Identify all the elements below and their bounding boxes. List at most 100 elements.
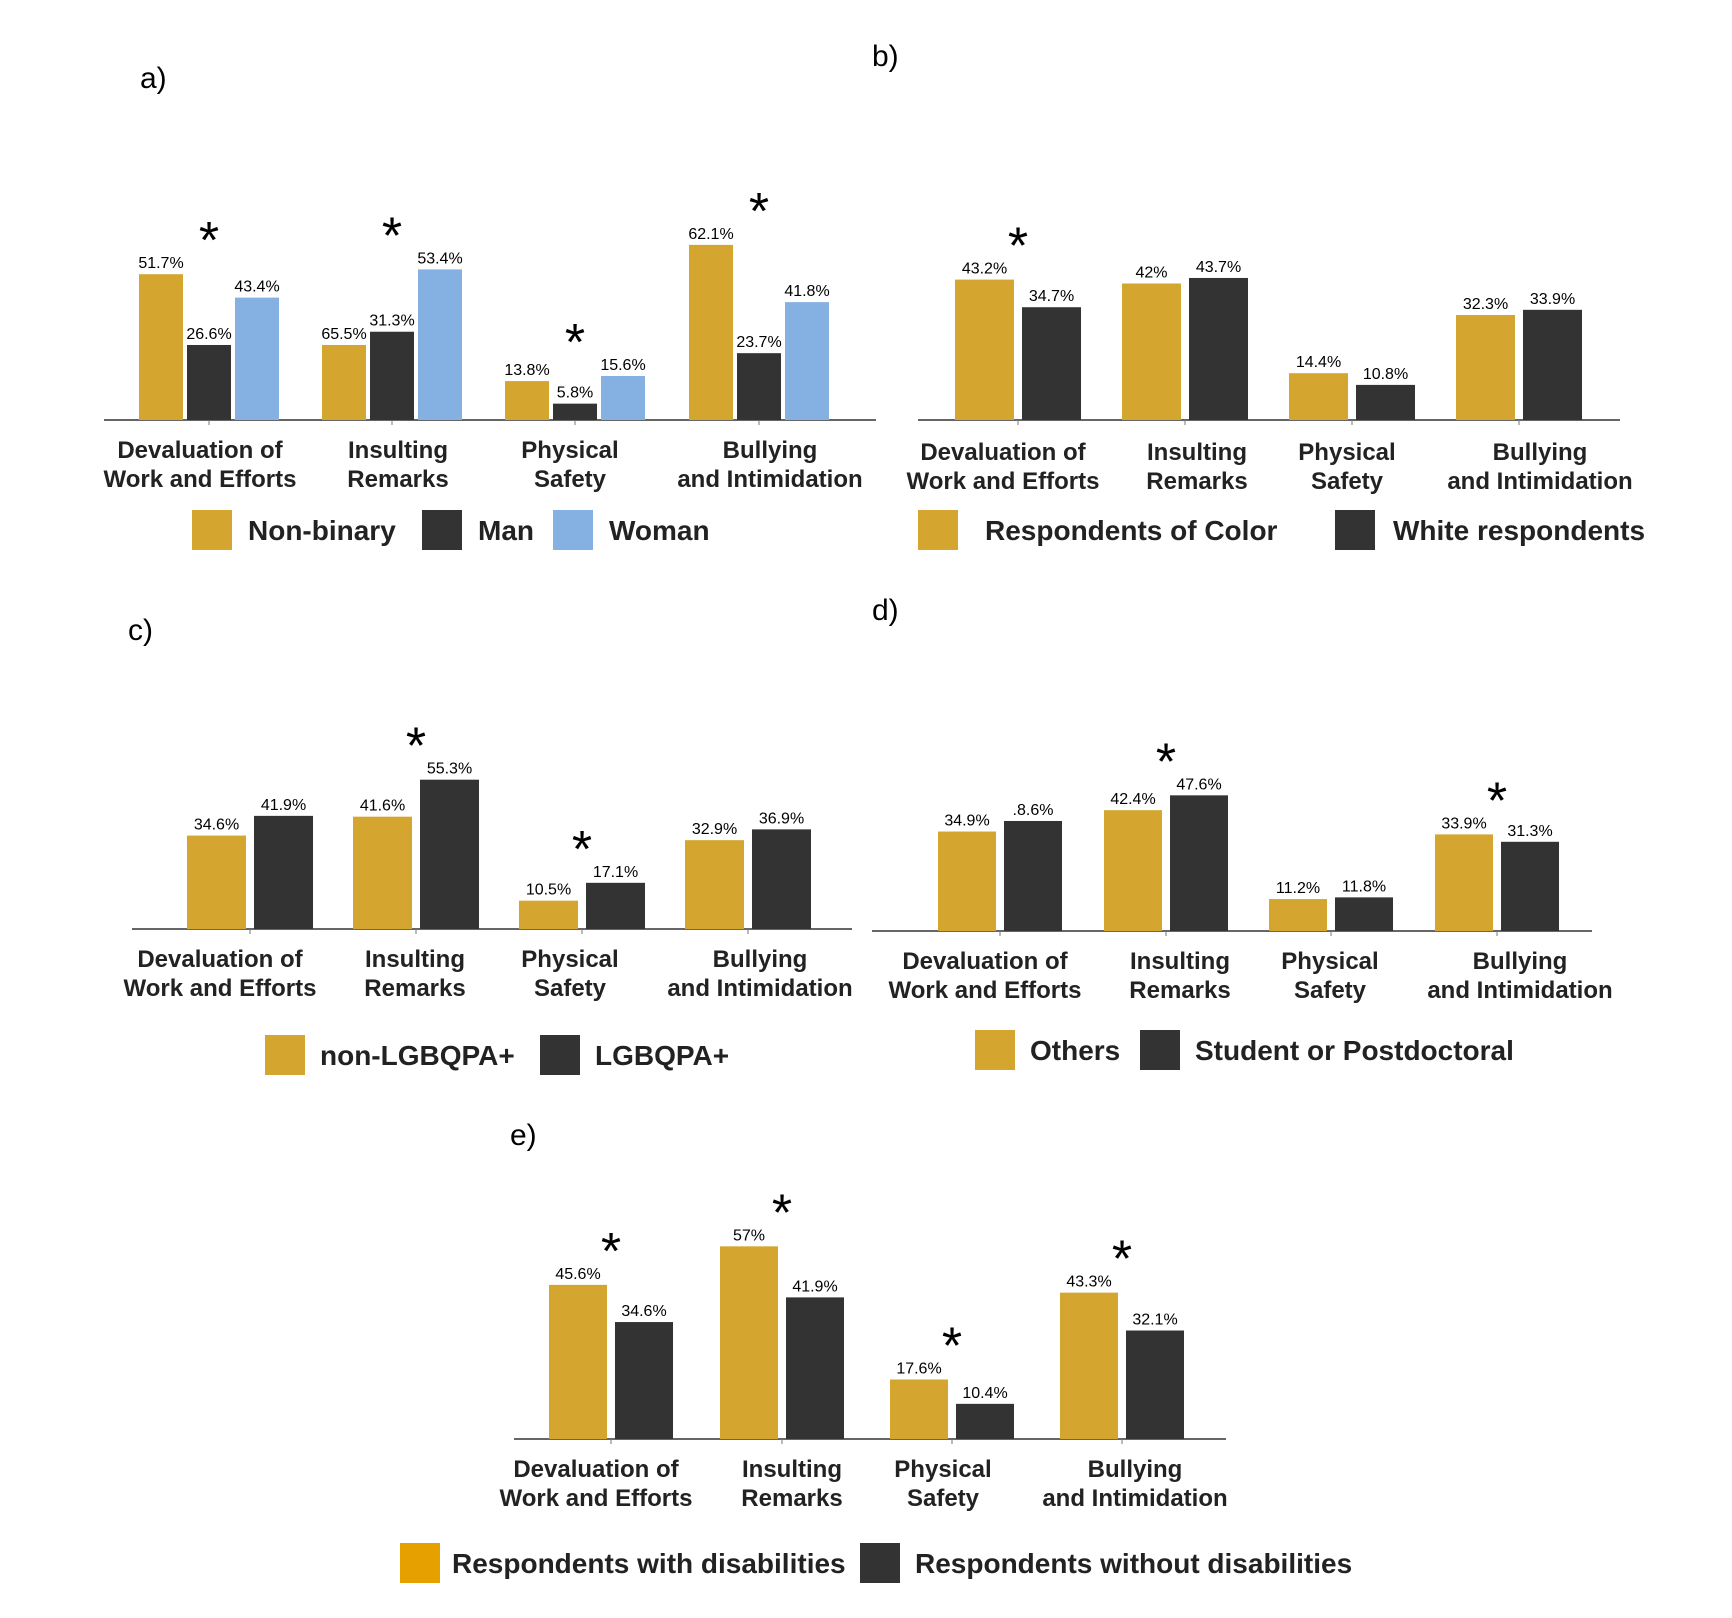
bar-value-label: 53.4% (417, 250, 462, 267)
legend-label: Student or Postdoctoral (1195, 1035, 1514, 1066)
bar (601, 376, 645, 420)
bar (187, 344, 231, 420)
bar (955, 279, 1014, 420)
category-label-line: Devaluation of (902, 948, 1068, 975)
bar (1523, 309, 1582, 420)
significance-star: * (565, 314, 585, 372)
category-label-line: Insulting (365, 946, 465, 973)
chart-panel-2: b) 43.2% 34.7%* Devaluation of Work and Effo… (872, 40, 1645, 550)
bar-value-label: 62.1% (688, 226, 733, 243)
bar-value-label: 41.9% (792, 1278, 837, 1295)
bar (956, 1403, 1014, 1439)
category-label-line: Physical (521, 946, 618, 973)
category-label-line: Remarks (1129, 977, 1230, 1004)
category-label: Devaluation of Work and Efforts (889, 948, 1082, 1004)
bar (737, 353, 781, 420)
bar-value-label: 33.9% (1441, 815, 1486, 832)
significance-star: * (601, 1223, 621, 1281)
significance-star: * (1156, 733, 1176, 791)
bar-value-label: 43.3% (1066, 1274, 1111, 1291)
bar (1501, 841, 1559, 931)
bar (254, 815, 313, 929)
legend-swatch (918, 510, 958, 550)
category-label-line: Devaluation of (920, 439, 1086, 466)
legend-label: Respondents with disabilities (452, 1548, 846, 1579)
bar (1356, 384, 1415, 420)
bar-value-label: 41.9% (261, 797, 306, 814)
chart-panel-5: e) 45.6% 34.6% * Devaluation of Work and Effo… (400, 1119, 1352, 1583)
bar (586, 882, 645, 929)
category-label-line: Work and Efforts (104, 466, 297, 493)
category-label: Physical Safety (1281, 948, 1378, 1004)
bar-value-label: 10.4% (962, 1385, 1007, 1402)
significance-star: * (572, 821, 592, 879)
legend-swatch (1335, 510, 1375, 550)
panel-label: c) (128, 614, 153, 647)
bar-value-label: 41.6% (360, 798, 405, 815)
bar-value-label: 32.9% (692, 821, 737, 838)
significance-star: * (406, 718, 426, 776)
bar (1060, 1292, 1118, 1439)
chart-panel-4: d) 34.9% .8.6% Devaluation of Work and Effor… (872, 594, 1613, 1070)
category-label-line: Remarks (347, 466, 448, 493)
bar-value-label: .8.6% (1013, 802, 1054, 819)
bar (505, 381, 549, 420)
category-label-line: Bullying (713, 946, 808, 973)
category-label: Devaluation of Work and Efforts (124, 946, 317, 1002)
category-label: Insulting Remarks (1146, 439, 1247, 495)
category-label-line: Bullying (1088, 1456, 1183, 1483)
category-label-line: Physical (1281, 948, 1378, 975)
legend-label: Non-binary (248, 515, 396, 546)
significance-star: * (1008, 218, 1028, 276)
category-label-line: Safety (907, 1485, 980, 1512)
bar (786, 1297, 844, 1439)
bar-value-label: 13.8% (504, 362, 549, 379)
category-label: Bullying and Intimidation (1042, 1456, 1227, 1512)
significance-star: * (382, 207, 402, 265)
bar (139, 274, 183, 420)
legend-label: Respondents without disabilities (915, 1548, 1352, 1579)
bar (720, 1246, 778, 1439)
legend-label: Others (1030, 1035, 1120, 1066)
legend-swatch (265, 1035, 305, 1075)
category-label-line: and Intimidation (1427, 977, 1612, 1004)
category-label-line: Safety (534, 466, 607, 493)
bar (615, 1322, 673, 1439)
category-label: Bullying and Intimidation (677, 437, 862, 493)
bar-value-label: 17.6% (896, 1361, 941, 1378)
category-label-line: Physical (521, 437, 618, 464)
category-label: Devaluation of Work and Efforts (500, 1456, 693, 1512)
bar-value-label: 42.4% (1110, 791, 1155, 808)
category-label-line: Work and Efforts (907, 468, 1100, 495)
bar (1189, 277, 1248, 420)
category-label-line: Remarks (364, 975, 465, 1002)
significance-star: * (749, 183, 769, 241)
bar-value-label: 32.3% (1463, 296, 1508, 313)
legend-swatch (400, 1543, 440, 1583)
panel-label: d) (872, 594, 899, 627)
bar-value-label: 23.7% (736, 334, 781, 351)
bar-value-label: 34.9% (944, 813, 989, 830)
legend-label: non-LGBQPA+ (320, 1040, 515, 1071)
chart-panel-1: a) 51.7% 26.6% 43.4% * Devaluation of Work and… (104, 62, 876, 550)
bar-value-label: 51.7% (138, 255, 183, 272)
bar (353, 816, 412, 929)
significance-star: * (1487, 772, 1507, 830)
legend-label: White respondents (1393, 515, 1645, 546)
category-label-line: Bullying (1473, 948, 1568, 975)
bar-value-label: 47.6% (1176, 776, 1221, 793)
category-label-line: and Intimidation (677, 466, 862, 493)
bar (418, 269, 462, 420)
bar-value-label: 17.1% (593, 864, 638, 881)
bar (1004, 820, 1062, 931)
bar-value-label: 45.6% (555, 1266, 600, 1283)
bar (1435, 834, 1493, 931)
bar-value-label: 10.8% (1363, 366, 1408, 383)
category-label-line: Remarks (741, 1485, 842, 1512)
bar (785, 302, 829, 420)
bar-value-label: 57% (733, 1227, 765, 1244)
category-label: Physical Safety (521, 437, 618, 493)
bar-value-label: 55.3% (427, 761, 472, 778)
category-label: Bullying and Intimidation (1427, 948, 1612, 1004)
category-label: Insulting Remarks (364, 946, 465, 1002)
